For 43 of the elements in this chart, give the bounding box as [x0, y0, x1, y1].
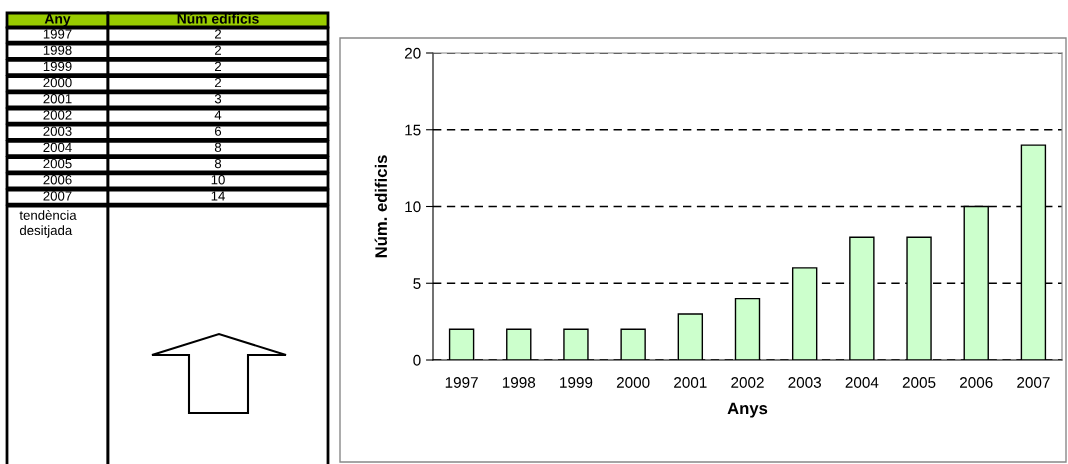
- text: 2: [215, 29, 222, 39]
- y-tick-label: 5: [413, 278, 421, 289]
- category-label: 2004: [43, 142, 72, 153]
- text: 6: [215, 126, 222, 136]
- text: tendència desitjada: [19, 210, 77, 238]
- category-label: 2003: [43, 126, 72, 136]
- text: 8: [214, 142, 222, 153]
- x-tick-label: 2004: [845, 377, 879, 388]
- text: 14: [211, 191, 225, 201]
- x-tick-label: 1997: [445, 377, 478, 388]
- x-tick-label: 2002: [731, 377, 764, 388]
- text: 2: [215, 77, 222, 88]
- y-tick-label: 10: [405, 201, 421, 213]
- text: 10: [211, 175, 225, 185]
- y-tick-label: 15: [405, 124, 421, 136]
- y-axis-title: Núm. edificis: [374, 155, 388, 258]
- x-axis-title: Anys: [727, 402, 768, 418]
- text: 2: [215, 61, 222, 71]
- x-tick-label: 1999: [560, 377, 593, 388]
- text: 3: [214, 94, 222, 104]
- category-label: 2007: [43, 191, 72, 201]
- text: 2: [215, 45, 222, 55]
- text: 4: [214, 110, 222, 120]
- x-tick-label: 2006: [960, 377, 993, 388]
- category-label: 2005: [43, 158, 72, 169]
- y-tick-label: 0: [413, 354, 421, 366]
- text: Any: [44, 14, 71, 27]
- category-label: 2000: [43, 77, 72, 88]
- category-label: 2006: [43, 175, 72, 185]
- text: 8: [214, 158, 222, 169]
- category-label: 1997: [43, 29, 72, 39]
- category-label: 1999: [43, 61, 72, 72]
- text: Núm edificis: [177, 13, 259, 24]
- x-tick-label: 2003: [788, 377, 822, 388]
- y-tick-label: 20: [404, 47, 421, 59]
- x-tick-label: 2005: [902, 377, 936, 388]
- x-tick-label: 2001: [674, 377, 707, 388]
- category-label: 1998: [43, 45, 72, 55]
- x-tick-label: 2007: [1017, 377, 1050, 388]
- category-label: 2002: [43, 110, 72, 120]
- x-tick-label: 1998: [502, 377, 536, 388]
- category-label: 2001: [43, 94, 72, 104]
- x-tick-label: 2000: [616, 377, 650, 388]
